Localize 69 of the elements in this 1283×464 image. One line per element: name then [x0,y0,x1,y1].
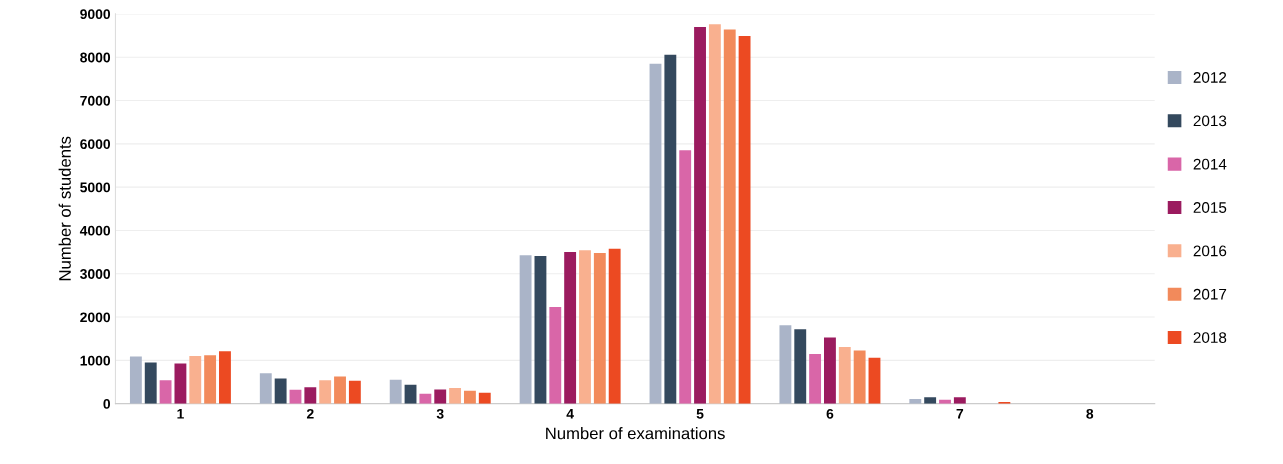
bar [608,248,621,404]
y-tick-label: 0 [103,399,111,409]
x-tick-label: 5 [696,409,704,419]
bar [838,346,851,404]
x-tick-label: 8 [1086,408,1094,419]
legend-label: 2013 [1193,115,1227,127]
bar [564,252,577,404]
bar [664,54,677,404]
y-tick-label: 3000 [80,269,111,279]
y-axis-title: Number of students [58,136,71,281]
bar [579,250,591,404]
legend-label: 2014 [1193,158,1227,170]
legend-label: 2017 [1193,288,1227,300]
bar [593,252,606,404]
legend-label: 2016 [1193,245,1227,257]
bar [549,307,562,404]
bar [274,378,287,404]
y-tick-label: 4000 [79,225,111,236]
bar [794,329,807,404]
legend-label: 2012 [1193,72,1227,83]
bar [924,397,937,404]
legend-label: 2018 [1193,332,1227,343]
bar [319,380,332,404]
y-tick-label: 9000 [80,9,111,20]
bar [189,356,202,404]
bar [219,351,231,404]
x-tick-label: 4 [566,409,574,419]
bar [738,36,751,404]
bar [519,255,532,404]
bar [478,392,491,404]
bar [334,376,346,404]
bar [304,387,317,404]
bar [159,380,172,404]
x-axis-title: Number of examinations [546,427,725,440]
x-tick-label: 6 [826,408,834,419]
bar [649,63,662,404]
y-tick-label: 5000 [80,182,111,193]
bar [463,390,476,404]
bar [449,388,462,404]
bar [708,24,721,404]
x-tick-label: 1 [177,409,184,419]
legend-label: 2015 [1193,202,1227,213]
bar [174,363,187,404]
bar [389,379,402,404]
bar [679,150,692,404]
bar [534,256,547,404]
bar [204,355,217,404]
bar [953,397,966,404]
y-tick-label: 8000 [80,52,111,63]
bar [434,389,447,404]
bar [868,357,881,404]
bar [144,362,157,404]
bar [723,29,736,404]
x-tick-label: 3 [436,408,444,419]
bar [779,325,792,404]
y-tick-label: 6000 [80,139,111,150]
x-tick-label: 7 [956,409,964,419]
bar [809,353,822,404]
bar [853,350,866,404]
y-tick-label: 1000 [80,355,111,366]
bar [419,393,432,404]
bar [824,337,836,404]
bar [259,373,272,404]
y-tick-label: 7000 [80,95,111,106]
bar [348,380,361,404]
x-tick-label: 2 [306,408,314,419]
bar [129,356,142,404]
y-tick-label: 2000 [80,312,111,323]
bar [694,26,706,404]
